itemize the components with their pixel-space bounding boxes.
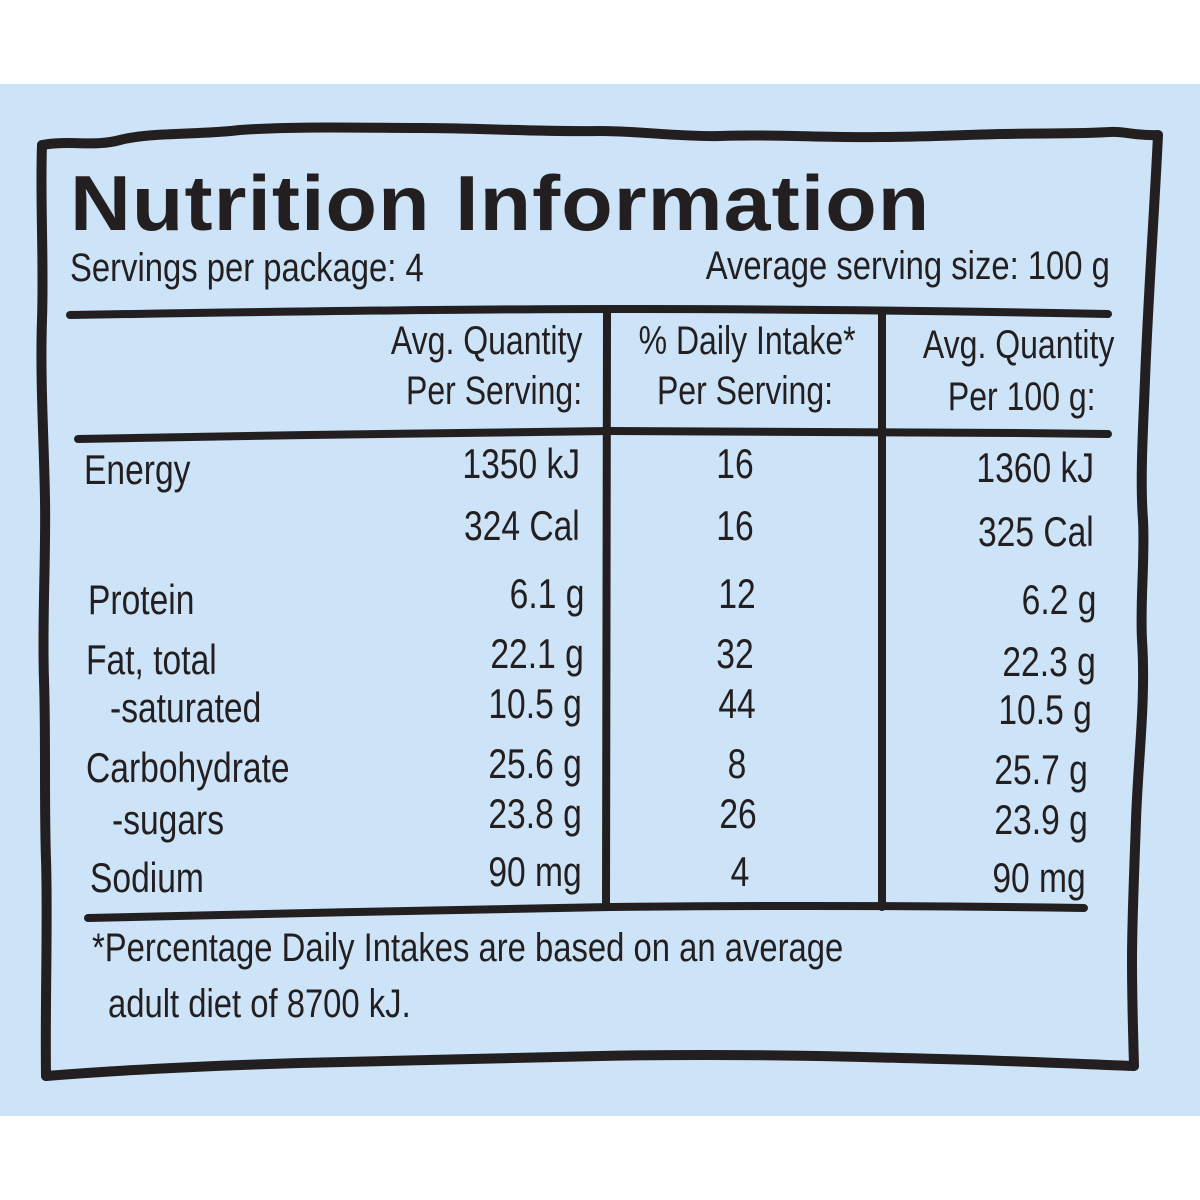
nutrient-name: -sugars [112,796,225,843]
daily-intake-value: 26 [719,790,757,837]
per-100g-value: 325 Cal [978,508,1094,555]
daily-intake-value: 12 [718,570,756,617]
daily-intake-value: 4 [730,848,750,895]
daily-intake-value: 8 [727,740,747,787]
servings-per-package: Servings per package: 4 [70,246,424,290]
per-serving-value: 25.6 g [488,740,582,787]
footnote-line2: adult diet of 8700 kJ. [108,982,411,1026]
page-title: Nutrition Information [70,159,931,247]
header-per-100g-line2: Per 100 g: [948,375,1096,419]
per-serving-value: 22.1 g [490,630,584,677]
serving-size: Average serving size: 100 g [705,244,1110,288]
header-daily-intake-line2: Per Serving: [656,369,834,413]
per-100g-value: 6.2 g [1021,576,1096,623]
per-serving-value: 10.5 g [488,680,582,727]
header-per-serving-line1: Avg. Quantity [390,319,582,363]
per-serving-value: 1350 kJ [462,440,580,487]
nutrient-name: -saturated [110,684,262,731]
per-serving-value: 90 mg [488,848,582,895]
per-serving-value: 6.1 g [509,570,584,617]
nutrient-name: Fat, total [86,636,217,683]
daily-intake-value: 44 [718,680,756,727]
per-100g-value: 10.5 g [998,686,1092,733]
nutrient-name: Energy [84,446,191,493]
nutrient-name: Carbohydrate [86,744,290,791]
nutrient-name: Protein [88,576,195,623]
daily-intake-value: 16 [716,440,754,487]
per-serving-value: 324 Cal [464,502,580,549]
daily-intake-value: 16 [716,502,754,549]
per-100g-value: 22.3 g [1002,638,1096,685]
nutrient-name: Sodium [90,854,204,901]
header-daily-intake-line1: % Daily Intake* [638,319,856,363]
per-100g-value: 1360 kJ [976,444,1094,491]
label-background [0,84,1200,1116]
per-100g-value: 90 mg [992,854,1086,901]
header-per-100g-line1: Avg. Quantity [922,323,1114,367]
per-100g-value: 23.9 g [994,796,1088,843]
per-serving-value: 23.8 g [488,790,582,837]
daily-intake-value: 32 [716,630,754,677]
footnote-line1: *Percentage Daily Intakes are based on a… [92,926,844,970]
per-100g-value: 25.7 g [994,746,1088,793]
header-per-serving-line2: Per Serving: [405,369,582,413]
